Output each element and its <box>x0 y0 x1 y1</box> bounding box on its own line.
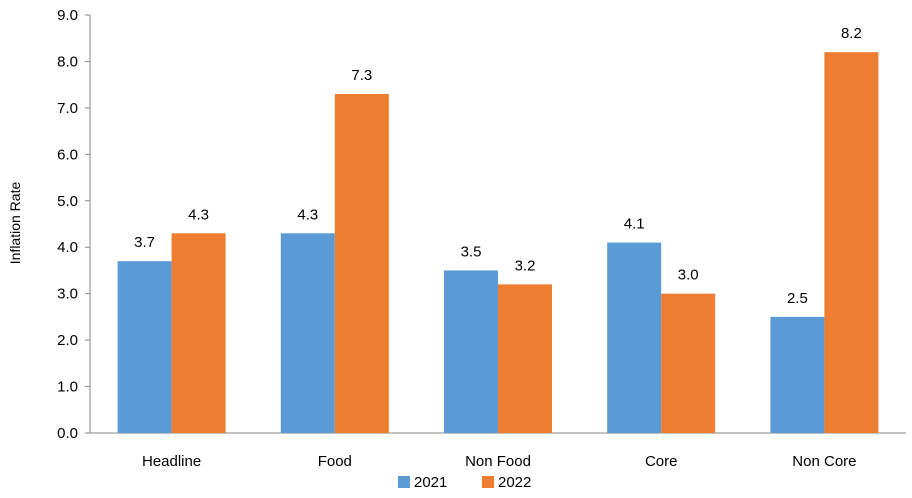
bars <box>117 52 879 434</box>
y-tick-label: 3.0 <box>57 286 78 303</box>
bar-2021-non-core <box>770 316 825 433</box>
legend-label-2021: 2021 <box>414 474 447 491</box>
data-label: 4.3 <box>188 206 209 223</box>
data-label: 3.2 <box>515 257 536 274</box>
y-tick-label: 2.0 <box>57 332 78 349</box>
data-label: 4.1 <box>624 216 645 233</box>
y-ticks: 0.0 1.0 2.0 3.0 4.0 5.0 6.0 7.0 8.0 9.0 <box>57 7 90 442</box>
y-axis-label: Inflation Rate <box>7 182 23 265</box>
bar-2022-food <box>334 93 389 433</box>
bar-2022-core <box>661 293 716 433</box>
category-labels: Headline Food Non Food Core Non Core <box>142 453 857 470</box>
bar-2022-headline <box>171 233 226 433</box>
data-label: 2.5 <box>787 290 808 307</box>
category-label: Non Food <box>465 453 531 470</box>
y-tick-label: 7.0 <box>57 100 78 117</box>
y-tick-label: 8.0 <box>57 53 78 70</box>
data-label: 3.0 <box>678 267 699 284</box>
category-label: Core <box>645 453 678 470</box>
data-label: 8.2 <box>841 25 862 42</box>
legend: 2021 2022 <box>398 474 531 491</box>
y-tick-label: 9.0 <box>57 7 78 24</box>
data-label: 3.7 <box>134 234 155 251</box>
data-label: 3.5 <box>461 243 482 260</box>
category-label: Non Core <box>792 453 856 470</box>
bar-2021-core <box>607 242 662 433</box>
data-label: 4.3 <box>297 206 318 223</box>
bar-2021-non-food <box>444 270 498 433</box>
category-label: Headline <box>142 453 201 470</box>
category-label: Food <box>318 453 352 470</box>
legend-swatch-2021 <box>398 476 410 488</box>
bar-2021-food <box>280 233 335 433</box>
y-tick-label: 5.0 <box>57 193 78 210</box>
data-label: 7.3 <box>351 67 372 84</box>
legend-label-2022: 2022 <box>498 474 531 491</box>
y-tick-label: 4.0 <box>57 239 78 256</box>
legend-swatch-2022 <box>482 476 494 488</box>
y-tick-label: 1.0 <box>57 379 78 396</box>
y-tick-label: 6.0 <box>57 146 78 163</box>
data-labels: 3.7 4.3 4.3 7.3 3.5 3.2 4.1 3.0 2.5 8.2 <box>134 25 862 307</box>
bar-2022-non-core <box>824 52 879 434</box>
bar-2021-headline <box>117 261 172 433</box>
bar-2022-non-food <box>498 284 552 433</box>
y-tick-label: 0.0 <box>57 425 78 442</box>
